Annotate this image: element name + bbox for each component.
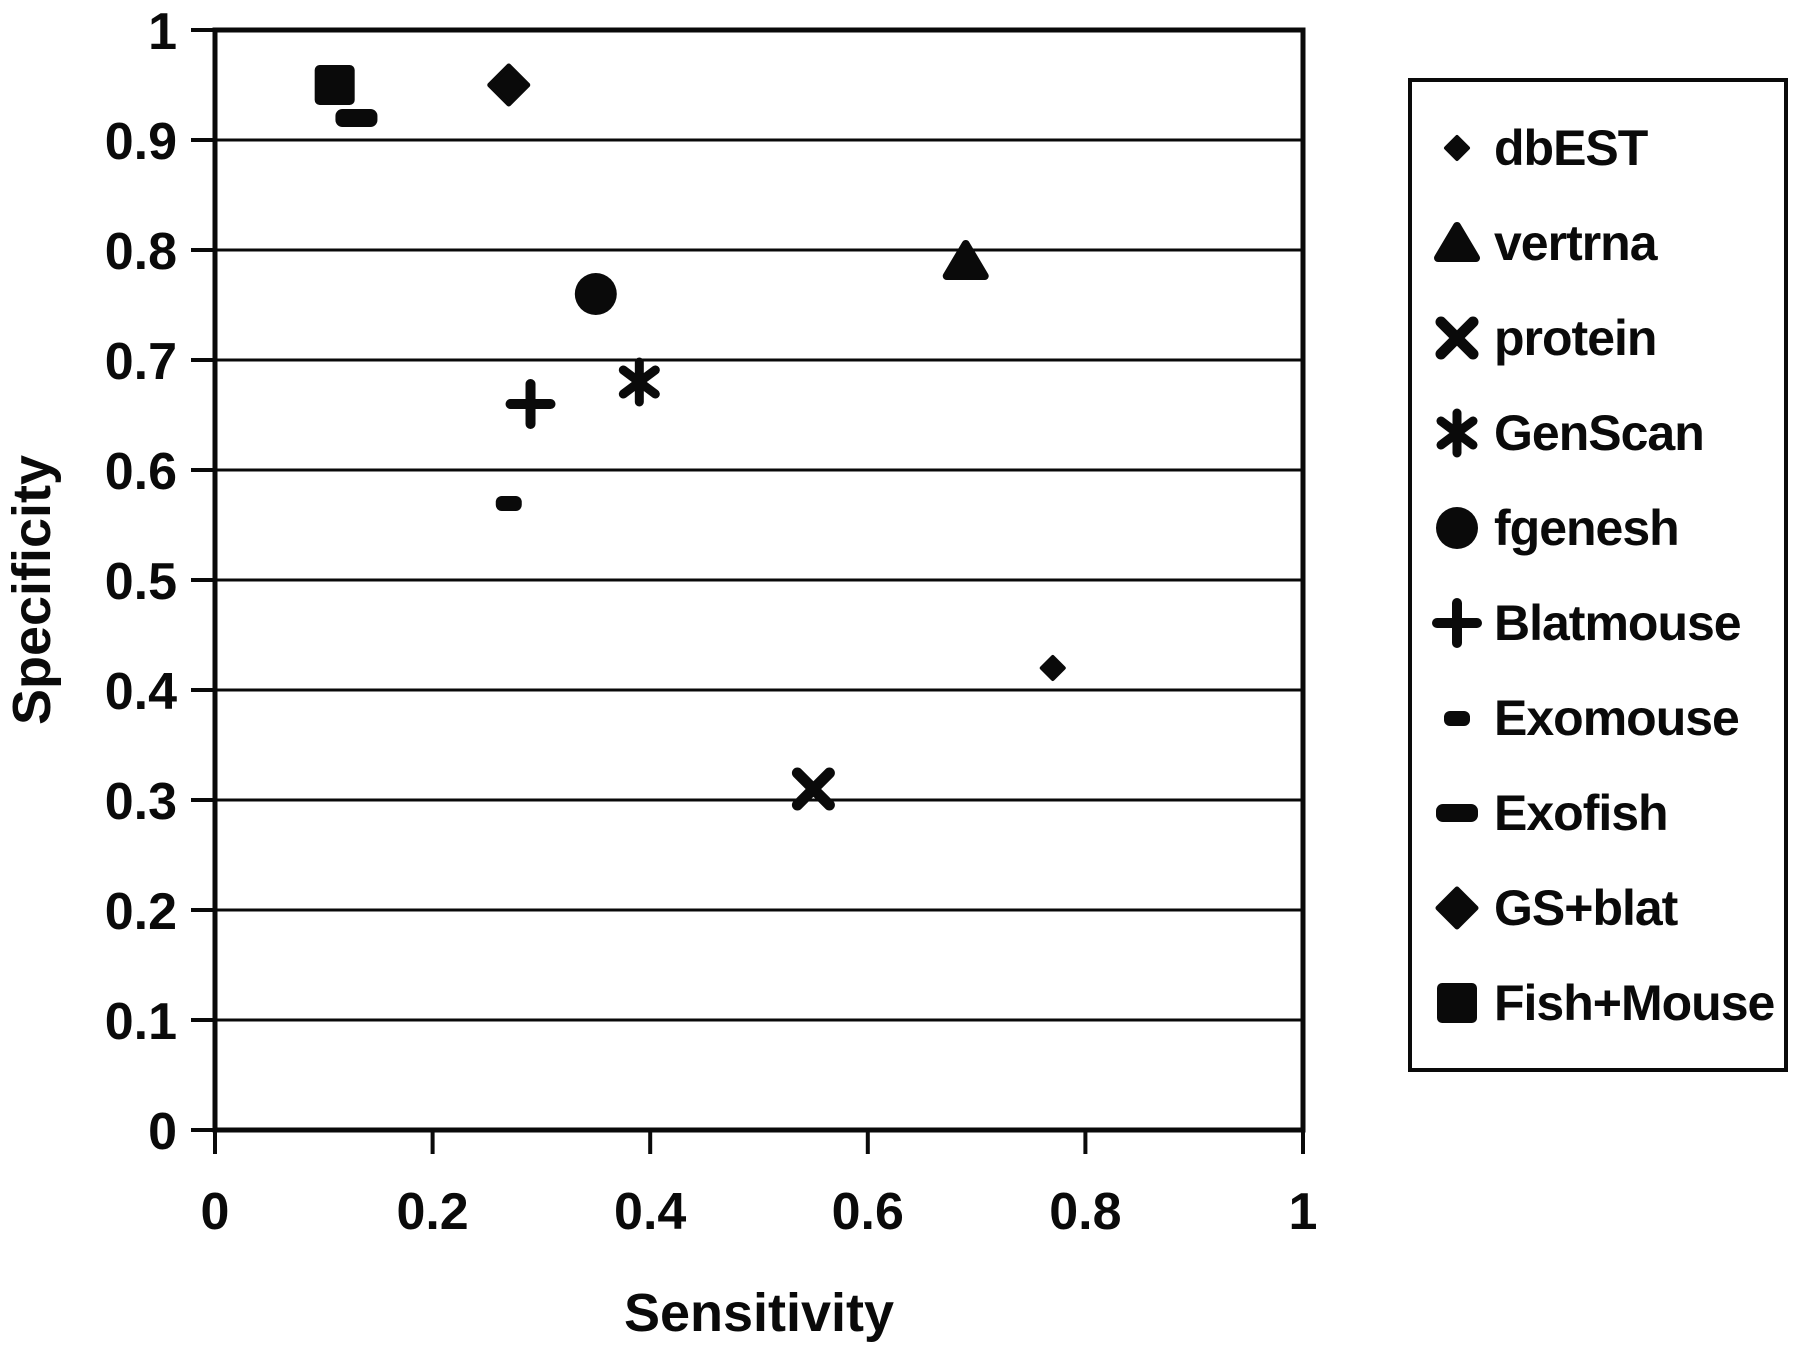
legend-item-GenScan: GenScan — [1424, 404, 1780, 462]
square-legend-marker-icon — [1437, 982, 1477, 1023]
legend-box: dbEST vertrna protein GenScan fgenesh Blatmou… — [1408, 78, 1788, 1072]
legend-label: vertrna — [1494, 214, 1658, 271]
legend-label: Fish+Mouse — [1494, 974, 1775, 1031]
y-tick-label: 0.4 — [105, 663, 177, 721]
data-point-GenScan — [618, 357, 660, 407]
data-point-protein — [791, 767, 835, 811]
dash-small-legend-marker-icon — [1444, 710, 1470, 726]
legend-label: Exomouse — [1494, 689, 1740, 746]
x-tick-label: 0 — [201, 1183, 230, 1241]
y-tick-label: 0 — [148, 1103, 177, 1161]
y-tick-label: 0.8 — [105, 223, 177, 281]
x-legend-marker-icon — [1435, 316, 1479, 359]
data-point-Blatmouse — [505, 379, 556, 429]
y-axis-title: Specificity — [2, 454, 62, 726]
legend-label: GS+blat — [1494, 879, 1678, 936]
x-tick-label: 0.8 — [1049, 1183, 1121, 1241]
legend-label: GenScan — [1494, 404, 1705, 461]
x-tick-label: 1 — [1289, 1183, 1318, 1241]
circle-legend-marker-icon — [1436, 506, 1478, 549]
dash-legend-marker-icon — [1436, 803, 1478, 822]
legend-item-GS+blat: GS+blat — [1424, 879, 1780, 937]
legend-item-Exomouse: Exomouse — [1424, 689, 1780, 747]
legend-label: dbEST — [1494, 119, 1648, 176]
data-point-Exofish — [335, 109, 378, 127]
legend-label: protein — [1494, 309, 1657, 366]
x-axis-title: Sensitivity — [623, 1283, 895, 1343]
plus-legend-marker-icon — [1432, 597, 1482, 648]
legend-label: Blatmouse — [1494, 594, 1742, 651]
legend-item-Blatmouse: Blatmouse — [1424, 594, 1780, 652]
legend-item-dbEST: dbEST — [1424, 119, 1780, 177]
triangle-legend-marker-icon — [1434, 221, 1480, 262]
data-point-Exomouse — [495, 496, 522, 511]
y-tick-label: 0.2 — [105, 883, 177, 941]
data-point-dbEST — [1039, 655, 1066, 681]
data-point-fgenesh — [574, 273, 617, 315]
legend-item-Fish+Mouse: Fish+Mouse — [1424, 974, 1780, 1032]
legend-item-protein: protein — [1424, 309, 1780, 367]
y-tick-label: 0.7 — [105, 333, 177, 391]
y-tick-label: 0.5 — [105, 553, 177, 611]
legend-label: Exofish — [1494, 784, 1669, 841]
legend-item-Exofish: Exofish — [1424, 784, 1780, 842]
asterisk-legend-marker-icon — [1436, 408, 1478, 457]
diamond-small-legend-marker-icon — [1444, 134, 1470, 161]
data-point-vertrna — [942, 240, 989, 280]
x-tick-label: 0.6 — [832, 1183, 904, 1241]
y-tick-label: 0.1 — [105, 993, 177, 1051]
legend-item-vertrna: vertrna — [1424, 214, 1780, 272]
diamond-legend-marker-icon — [1435, 886, 1479, 929]
y-tick-label: 1 — [148, 3, 177, 61]
y-tick-label: 0.9 — [105, 113, 177, 171]
legend-label: fgenesh — [1494, 499, 1680, 556]
x-tick-label: 0.2 — [396, 1183, 468, 1241]
y-tick-label: 0.3 — [105, 773, 177, 831]
data-point-GS+blat — [487, 63, 531, 107]
legend-item-fgenesh: fgenesh — [1424, 499, 1780, 557]
y-tick-label: 0.6 — [105, 443, 177, 501]
x-tick-label: 0.4 — [614, 1183, 686, 1241]
data-point-Fish+Mouse — [314, 65, 355, 105]
